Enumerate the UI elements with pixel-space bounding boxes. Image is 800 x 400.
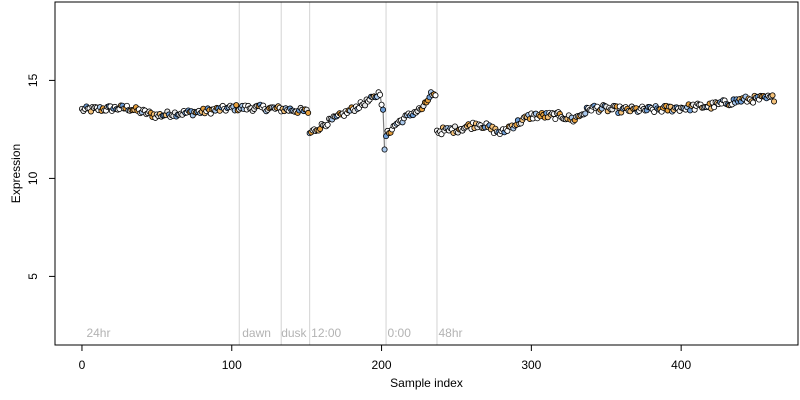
data-point [750, 99, 757, 106]
plot-frame [54, 1, 799, 346]
phase-label-0: 24hr [86, 326, 110, 340]
x-tick-label-1: 100 [222, 358, 242, 372]
phase-label-3: 12:00 [311, 326, 341, 340]
data-point [378, 101, 385, 108]
data-point [432, 92, 439, 99]
y-tick-label-0: 5 [26, 273, 40, 280]
data-point [362, 102, 369, 109]
data-point [582, 110, 589, 117]
y-axis: 5 10 15 [26, 73, 56, 280]
x-axis: 0 100 200 300 400 [79, 344, 691, 372]
phase-label-2: dusk [281, 326, 307, 340]
data-point [769, 92, 776, 99]
data-point [233, 102, 240, 109]
data-point [451, 123, 458, 130]
data-point [552, 116, 559, 123]
data-point [771, 98, 778, 105]
x-axis-title: Sample index [390, 376, 463, 390]
data-points [78, 89, 778, 153]
y-tick-label-1: 10 [26, 171, 40, 185]
trend-line-1 [309, 90, 386, 150]
x-tick-label-2: 200 [372, 358, 392, 372]
phase-label-5: 48hr [438, 326, 462, 340]
data-point [305, 109, 312, 116]
data-point [324, 121, 331, 128]
phase-label-1: dawn [242, 326, 271, 340]
x-tick-label-4: 400 [671, 358, 691, 372]
phase-label-4: 0:00 [388, 326, 412, 340]
y-axis-title: Expression [9, 144, 23, 203]
x-tick-label-3: 300 [521, 358, 541, 372]
x-tick-label-0: 0 [79, 358, 86, 372]
phase-labels: 24hr dawn dusk 12:00 0:00 48hr [86, 326, 462, 340]
data-point [377, 91, 384, 98]
y-tick-label-2: 15 [26, 73, 40, 87]
data-point [380, 106, 387, 113]
data-point [381, 146, 388, 153]
phase-lines [238, 2, 438, 345]
